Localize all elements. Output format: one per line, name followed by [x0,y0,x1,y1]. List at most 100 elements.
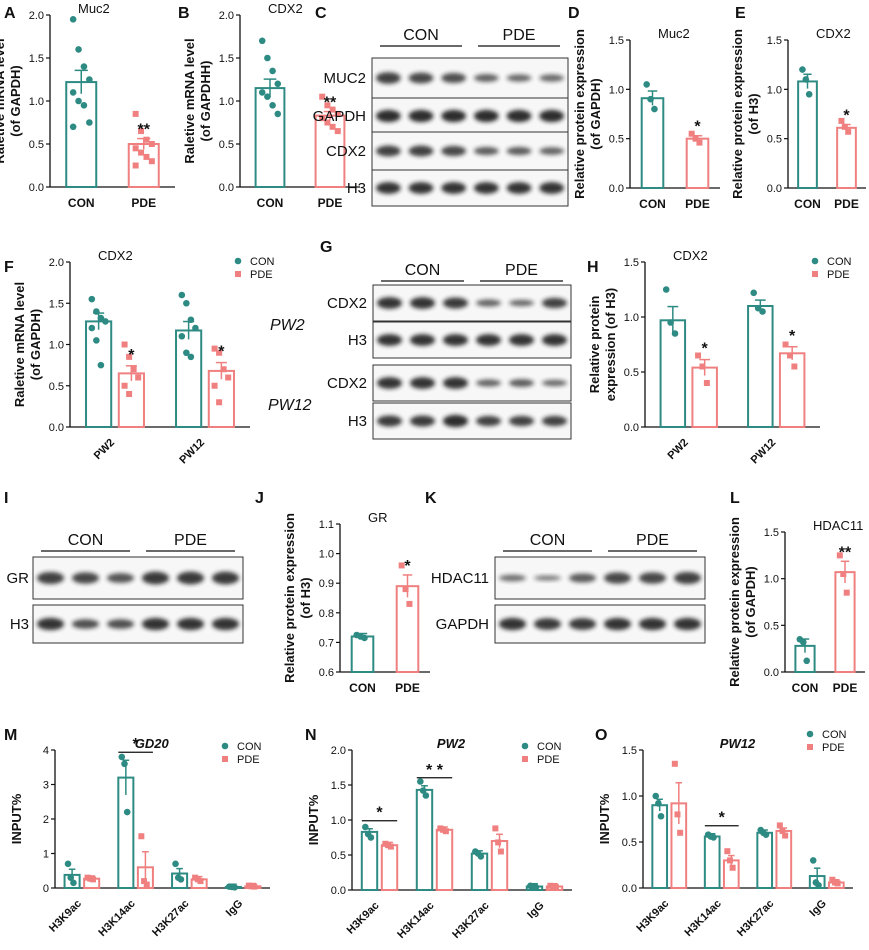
significance-label: * [702,341,709,358]
bar-pde-bar [836,126,857,189]
legend-pde-marker [522,756,528,762]
y-tick-label: 1.5 [49,298,64,310]
x-tick-label: CON [68,196,95,210]
series-pde-point [216,399,223,406]
series-con-point [93,337,100,344]
series-pde-bar [380,844,399,892]
y-tick-label: 0.5 [29,139,44,151]
x-tick-label: PDE [395,681,420,695]
x-tick-label: PW2 [92,437,117,462]
x-tick-label: H3K9ac [345,900,382,937]
series-pde-point [121,382,128,389]
y-tick-label: 1.5 [767,35,782,47]
chart-N: 0.0 0.5 1.0 1.5 2.0 INPUT% PW2 * H3K9ac * * H3K14a… [306,736,572,941]
y-tick-label: 1.0 [624,312,639,324]
bar-con-bar [797,80,818,189]
series-con-point [710,834,717,841]
bar-pde-point [840,571,847,577]
series-pde-point [671,760,678,767]
blot-K-row0-band [604,572,631,584]
series-pde-bar [435,828,454,891]
y-tick-label: 1.0 [609,84,624,96]
blot-G-row0-band [443,297,468,309]
blot-C-row0-band [376,72,401,84]
series-pde-point [251,883,258,890]
significance-label: * [376,805,383,822]
group-label-con: CON [68,532,104,549]
y-tick-label: 1.5 [219,53,234,65]
chart-O: 0.0 0.5 1.0 1.5 INPUT% PW12 H3K9ac * H3K14ac H3K2… [597,729,853,939]
legend-con-label: CON [237,741,262,753]
legend-pde-marker [222,756,228,762]
series-con-point [652,792,660,800]
blot-I-row1-band [177,617,204,631]
panel-letter: H [587,259,599,276]
y-tick-label: 1.5 [622,745,637,757]
group-label-pde: PDE [503,27,536,44]
blot-I: CON PDE GR H3 [7,532,244,644]
blot-G-row2-band [410,377,435,389]
blot-G-row3-band [542,415,567,427]
blot-G-row1-band [410,334,435,346]
y-tick-label: 0.5 [764,620,779,632]
chart-J: 0.6 0.7 0.8 0.9 1.0 1.1 Relative protein expre… [282,510,430,695]
blot-G: CON PDE CDX2 H3 CDX2 H3 PW2 PW12 [268,262,572,440]
y-axis-label: Relative protein expression [727,517,742,687]
legend-pde-marker [812,271,818,277]
series-con-point [123,808,131,816]
x-tick-label: PDE [318,196,343,210]
bar-pde-point [143,136,150,143]
blot-G-row1-band [443,334,468,346]
series-con-point [70,879,77,887]
blot-G-row3-band [476,415,501,427]
y-tick-label: 2.0 [49,257,64,269]
bar-con-point [647,95,654,103]
x-tick-label: H3K9ac [47,898,84,935]
blot-label: CDX2 [326,143,366,160]
y-tick-label: 0.5 [624,367,639,379]
blot-label: H3 [348,413,367,430]
bar-con-bar [254,87,286,188]
series-pde-point [126,391,133,397]
series-con-point [67,874,75,881]
series-pde-point [729,864,736,871]
x-tick-label: CON [639,197,666,211]
bar-pde-point [148,158,155,165]
bar-pde-point [329,123,336,130]
blot-C-row1-band [441,109,466,123]
series-pde-point [834,880,841,887]
blot-label: CDX2 [327,375,367,392]
bar-pde-point [334,110,341,117]
blot-I-row0-band [107,573,134,583]
bar-con-point [258,89,266,96]
chart-title: GR [368,510,388,525]
series-pde-point [90,876,97,883]
blot-K-row0-band [569,573,596,583]
blot-label: H3 [348,332,367,349]
x-tick-label: H3K9ac [634,898,671,935]
bar-con-point [805,90,813,98]
series-pde-bar [490,840,509,891]
x-tick-label: H3K27ac [150,898,191,939]
series-con-bar [756,831,774,889]
bar-pde-point [841,123,848,130]
series-con-point [362,823,369,831]
y-tick-label: 1.5 [764,527,779,539]
series-con-point [187,316,195,324]
blot-C-row2-band [506,146,532,156]
bar-con-point [80,102,88,109]
bar-con-bar [65,81,98,188]
blot-label: GAPDH [313,108,366,125]
blot-G-row0-band [509,299,534,307]
y-axis-label: (of GAPDH) [28,309,43,381]
series-pde-point [220,366,227,373]
blot-I-row1-band [107,619,134,629]
bar-pde-point [324,102,331,109]
chart-E: 0.0 0.5 1.0 1.5 Relative protein expression(… [730,26,866,211]
series-con-point [187,353,195,361]
series-con-point [192,324,199,332]
significance-label: ** [138,122,151,139]
y-axis-label: (of GAPDH) [8,65,23,137]
bar-con-point [86,119,93,126]
y-tick-label: 0.5 [49,381,64,393]
